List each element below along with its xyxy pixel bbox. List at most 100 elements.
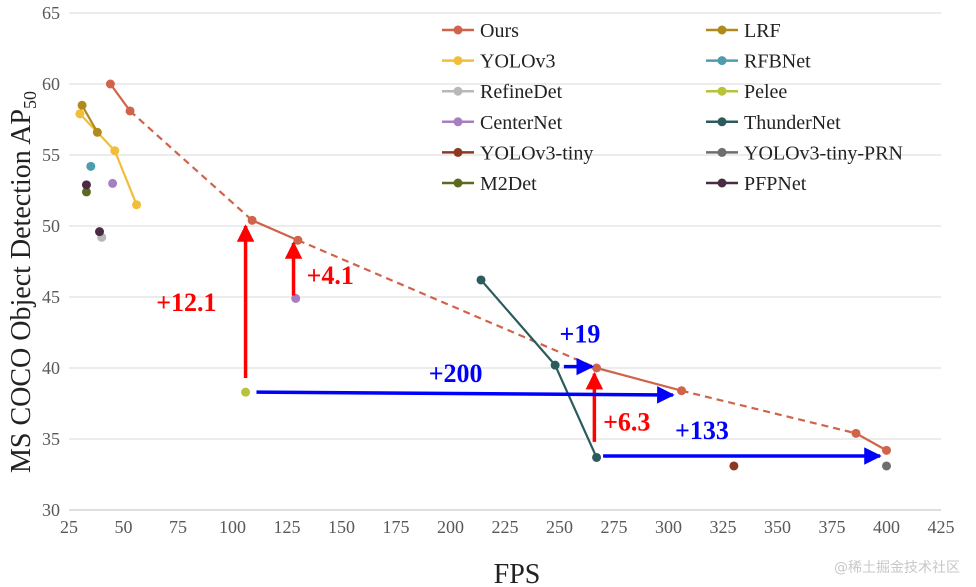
data-point-centernet xyxy=(291,293,301,303)
annotation-label: +6.3 xyxy=(603,407,650,436)
series-line-ours xyxy=(129,110,253,222)
legend: Ours YOLOv3 RefineDet CenterNet YOLOv3-tiny M… xyxy=(442,20,903,195)
y-tick-label: 60 xyxy=(42,74,60,94)
legend-marker xyxy=(453,86,463,96)
x-tick-labels: 25 50 75 100 125 150 175 200 225 250 275 300 325 350 3… xyxy=(60,517,955,537)
legend-entry-label: ThunderNet xyxy=(744,112,841,134)
legend-marker xyxy=(717,178,727,188)
data-point-yolov3 xyxy=(110,146,120,156)
legend-entry-label: Ours xyxy=(480,20,519,42)
x-tick-label: 350 xyxy=(764,517,791,537)
data-point-lrf xyxy=(92,127,102,137)
grid xyxy=(69,12,941,440)
y-axis-title: MS COCO Object Detection AP50 xyxy=(6,91,40,473)
series-line-ours xyxy=(596,366,682,392)
x-tick-label: 300 xyxy=(655,517,682,537)
data-point-thundernet xyxy=(476,275,486,285)
x-tick-label: 425 xyxy=(928,517,955,537)
data-point-yolov3-tiny xyxy=(729,461,739,471)
y-tick-label: 50 xyxy=(42,216,60,236)
x-tick-label: 25 xyxy=(60,517,78,537)
data-point-yolov3 xyxy=(75,109,85,119)
legend-marker xyxy=(717,25,727,35)
x-axis-title: FPS xyxy=(494,559,541,587)
x-tick-label: 225 xyxy=(492,517,519,537)
data-point-ours xyxy=(882,445,891,455)
x-tick-label: 325 xyxy=(710,517,737,537)
x-tick-label: 400 xyxy=(873,517,900,537)
plot-area xyxy=(75,79,891,471)
data-point-centernet xyxy=(108,178,118,188)
legend-entry-label: LRF xyxy=(744,20,781,42)
series-line-ours xyxy=(681,389,857,435)
legend-marker xyxy=(453,147,463,157)
annotation-label: +4.1 xyxy=(307,261,354,290)
annotation-label: +12.1 xyxy=(156,288,216,317)
data-point-thundernet xyxy=(550,360,560,370)
legend-entry-label: CenterNet xyxy=(480,112,563,134)
annotation-label: +200 xyxy=(429,359,483,388)
x-tick-label: 125 xyxy=(274,517,301,537)
y-tick-label: 45 xyxy=(42,287,60,307)
data-point-m2det xyxy=(81,187,91,197)
legend-marker xyxy=(453,178,463,188)
x-tick-label: 175 xyxy=(383,517,410,537)
annotations: +12.1 +4.1 +6.3 +200 +19 +133 xyxy=(156,224,882,465)
x-tick-label: 200 xyxy=(437,517,464,537)
x-tick-label: 250 xyxy=(546,517,573,537)
legend-marker xyxy=(717,56,727,66)
series-line-ours xyxy=(109,83,131,112)
data-point-ours xyxy=(105,79,115,89)
y-tick-label: 65 xyxy=(42,3,60,23)
watermark: @稀土掘金技术社区 xyxy=(834,560,960,576)
legend-entry-label: YOLOv3-tiny-PRN xyxy=(744,142,903,164)
legend-entry-label: RFBNet xyxy=(744,51,811,73)
data-point-yolov3-tiny-prn xyxy=(882,461,891,471)
legend-entry-label: RefineDet xyxy=(480,81,563,103)
legend-entry-label: Pelee xyxy=(744,81,787,103)
y-tick-label: 35 xyxy=(42,429,60,449)
legend-entry-label: YOLOv3 xyxy=(480,51,556,73)
data-point-pfpnet xyxy=(81,180,91,190)
data-point-pfpnet xyxy=(95,227,105,237)
x-tick-label: 50 xyxy=(115,517,133,537)
annotation-label: +19 xyxy=(560,319,601,348)
data-point-ours xyxy=(592,363,602,373)
data-point-ours xyxy=(677,386,687,396)
legend-entry-label: YOLOv3-tiny xyxy=(480,142,593,164)
data-point-ours xyxy=(125,106,135,116)
legend-marker xyxy=(717,147,727,157)
y-tick-label: 30 xyxy=(42,500,60,520)
data-point-lrf xyxy=(77,100,87,110)
y-tick-labels: 30 35 40 45 50 55 60 65 xyxy=(42,3,60,520)
y-axis-title-subscript: 50 xyxy=(20,91,40,109)
legend-marker xyxy=(453,117,463,127)
x-tick-label: 100 xyxy=(219,517,246,537)
series-line-ours xyxy=(251,219,299,242)
legend-entry-label: M2Det xyxy=(480,173,537,195)
x-tick-label: 75 xyxy=(169,517,187,537)
series-line-thundernet xyxy=(480,279,598,458)
series-line-lrf xyxy=(81,104,99,133)
data-point-thundernet xyxy=(592,452,602,462)
x-tick-label: 375 xyxy=(819,517,846,537)
y-tick-label: 40 xyxy=(42,358,60,378)
x-tick-label: 275 xyxy=(601,517,628,537)
legend-marker xyxy=(717,86,727,96)
data-point-ours xyxy=(851,428,861,438)
annotation-arrow xyxy=(256,386,675,404)
annotation-label: +133 xyxy=(675,416,729,445)
data-point-yolov3 xyxy=(132,200,142,210)
x-tick-label: 150 xyxy=(328,517,355,537)
legend-marker xyxy=(453,56,463,66)
series-line-ours xyxy=(855,432,888,452)
y-axis-title-main: MS COCO Object Detection AP xyxy=(6,109,37,473)
data-point-rfbnet xyxy=(86,161,96,171)
legend-entry-label: PFPNet xyxy=(744,173,807,195)
series-line-ours xyxy=(297,239,597,370)
legend-marker xyxy=(717,117,727,127)
data-point-ours xyxy=(247,215,257,225)
y-tick-label: 55 xyxy=(42,145,60,165)
legend-marker xyxy=(453,25,463,35)
